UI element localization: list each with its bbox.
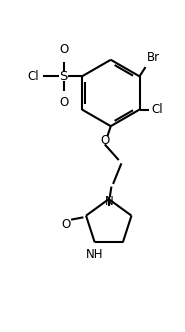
- Text: NH: NH: [86, 248, 103, 261]
- Text: Br: Br: [147, 51, 160, 64]
- Text: Cl: Cl: [151, 103, 163, 116]
- Text: N: N: [104, 195, 113, 208]
- Text: O: O: [59, 96, 68, 109]
- Text: O: O: [59, 43, 68, 56]
- Text: Cl: Cl: [27, 70, 38, 83]
- Text: O: O: [100, 133, 109, 147]
- Text: O: O: [61, 218, 70, 231]
- Text: S: S: [60, 70, 68, 83]
